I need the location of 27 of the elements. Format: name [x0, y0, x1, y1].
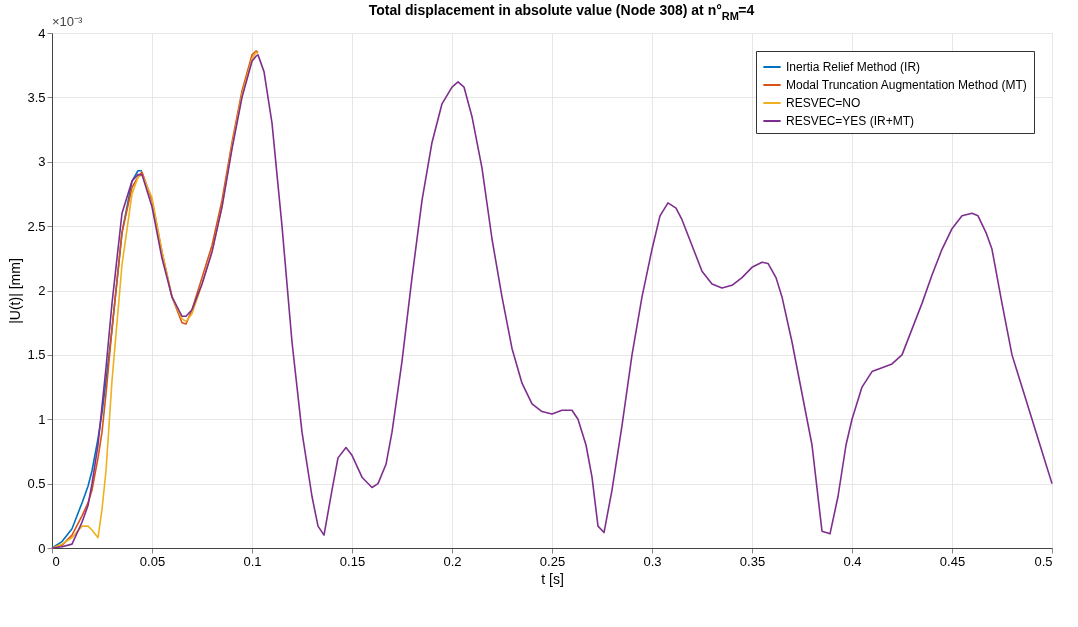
x-axis-title: t [s] — [541, 570, 564, 587]
y-tick-label: 2 — [38, 283, 46, 298]
y-tick-label: 1.5 — [27, 347, 46, 363]
legend-label: RESVEC=NO — [786, 96, 861, 110]
y-tick-label: 4 — [38, 25, 46, 41]
x-tick-label: 0.5 — [1034, 553, 1053, 569]
y-tick-label: 2.5 — [27, 218, 46, 234]
y-tick-label: 0.5 — [27, 476, 46, 492]
y-tick-label: 3.5 — [27, 89, 46, 105]
x-tick-label: 0.45 — [939, 553, 966, 569]
x-tick-label: 0.35 — [739, 553, 766, 569]
x-tick-label: 0.25 — [539, 553, 566, 569]
y-tick-label: 3 — [38, 154, 46, 170]
text: ×10⁻³ — [52, 14, 84, 29]
y-axis-title: |U(t)| [mm] — [7, 258, 24, 324]
y-tick-label: 1 — [38, 411, 46, 427]
x-tick-label: 0.2 — [443, 553, 462, 569]
x-tick-label: 0.05 — [139, 553, 166, 569]
x-tick-label: 0.4 — [843, 553, 862, 569]
legend-label: Inertia Relief Method (IR) — [786, 60, 921, 74]
y-tick-label: 0 — [38, 540, 46, 556]
x-tick-label: 0.3 — [643, 553, 662, 569]
x-tick-label: 0 — [52, 553, 60, 569]
x-tick-label: 0.15 — [339, 553, 366, 569]
legend-label: RESVEC=YES (IR+MT) — [786, 114, 915, 128]
x-tick-label: 0.1 — [243, 553, 262, 569]
legend-label: Modal Truncation Augmentation Method (MT) — [786, 78, 1027, 92]
